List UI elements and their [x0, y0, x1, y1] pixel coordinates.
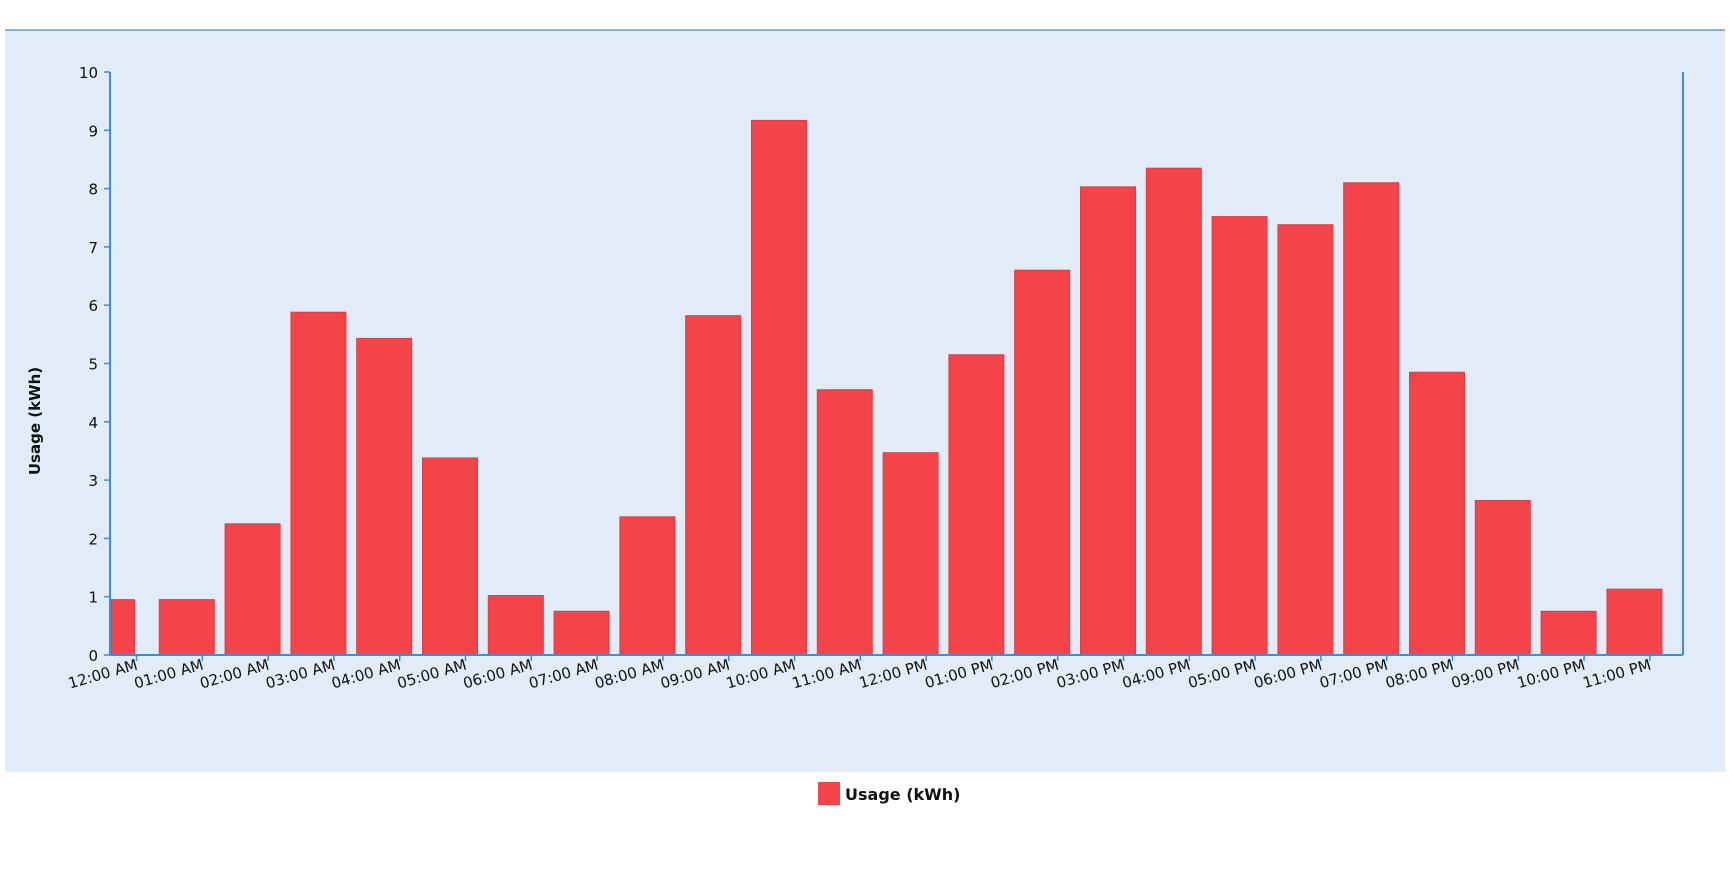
bar-06-00-pm — [1277, 224, 1334, 656]
y-tick-label: 6 — [88, 297, 98, 315]
y-tick-label: 3 — [88, 472, 98, 490]
bar-12-00-pm — [882, 452, 939, 656]
y-tick-label: 9 — [88, 122, 98, 140]
bar-03-00-pm — [1080, 186, 1136, 656]
y-tick-label: 2 — [88, 530, 98, 548]
bar-04-00-pm — [1145, 167, 1202, 656]
bar-10-00-am — [751, 119, 807, 656]
bar-12-00-am — [110, 599, 135, 656]
bar-08-00-pm — [1409, 371, 1465, 656]
bar-01-00-pm — [948, 354, 1005, 656]
bar-08-00-am — [619, 516, 676, 656]
legend-label: Usage (kWh) — [845, 785, 961, 804]
bar-11-00-pm — [1606, 588, 1663, 656]
bar-02-00-pm — [1014, 269, 1071, 656]
bar-07-00-am — [553, 610, 610, 656]
y-axis-title: Usage (kWh) — [26, 367, 44, 475]
y-tick-label: 4 — [88, 414, 98, 432]
y-tick-label: 0 — [88, 647, 98, 665]
y-tick-label: 10 — [79, 64, 98, 82]
bar-05-00-pm — [1211, 216, 1268, 656]
bar-04-00-am — [356, 337, 413, 656]
bar-06-00-am — [487, 595, 544, 656]
y-tick-label: 7 — [88, 239, 98, 257]
bar-11-00-am — [816, 389, 873, 656]
y-tick-label: 8 — [88, 181, 98, 199]
bar-09-00-am — [685, 315, 742, 656]
legend-swatch — [818, 782, 840, 805]
bar-01-00-am — [158, 599, 215, 656]
y-tick-label: 5 — [88, 356, 98, 374]
bar-03-00-am — [290, 311, 347, 656]
bar-07-00-pm — [1343, 182, 1400, 656]
y-tick-label: 1 — [88, 589, 98, 607]
bar-09-00-pm — [1474, 500, 1531, 656]
legend: Usage (kWh) — [818, 782, 961, 805]
bar-05-00-am — [422, 457, 478, 656]
bar-02-00-am — [224, 523, 281, 656]
bar-10-00-pm — [1540, 610, 1597, 656]
